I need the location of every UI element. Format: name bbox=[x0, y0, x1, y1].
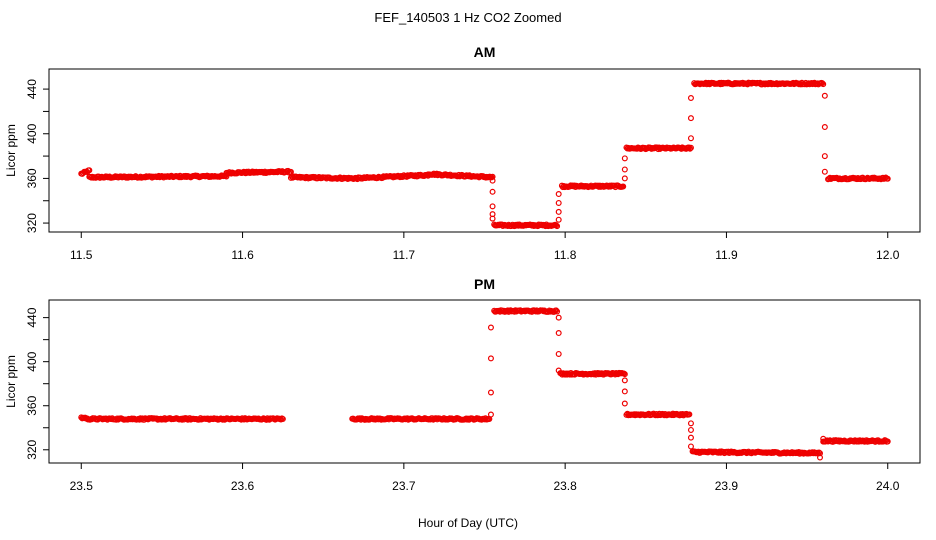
am-data-point bbox=[819, 80, 826, 87]
am-x-tick-label: 11.9 bbox=[715, 248, 738, 262]
pm-data-point bbox=[553, 307, 560, 314]
pm-data-points bbox=[78, 307, 891, 461]
pm-transition-point bbox=[555, 350, 562, 357]
pm-transition-point bbox=[621, 377, 628, 384]
am-y-tick-label: 440 bbox=[25, 79, 39, 99]
pm-transition-point bbox=[487, 411, 494, 418]
am-x-tick-label: 11.5 bbox=[70, 248, 93, 262]
pm-transition-point bbox=[555, 314, 562, 321]
am-panel-title: AM bbox=[474, 44, 496, 60]
am-x-tick-label: 11.7 bbox=[393, 248, 416, 262]
am-y-tick-label: 320 bbox=[25, 213, 39, 233]
pm-transition-point bbox=[621, 388, 628, 395]
pm-y-tick-label: 400 bbox=[25, 351, 39, 371]
am-data-point bbox=[554, 223, 561, 230]
pm-x-tick-label: 23.6 bbox=[231, 479, 255, 493]
pm-transition-point bbox=[621, 400, 628, 407]
pm-transition-point bbox=[487, 389, 494, 396]
am-data-point bbox=[553, 222, 560, 229]
am-data-point bbox=[884, 175, 891, 182]
am-y-axis-label: Licor ppm bbox=[4, 124, 18, 177]
pm-x-tick-label: 23.5 bbox=[70, 479, 94, 493]
am-data-point bbox=[489, 173, 496, 180]
pm-transition-point bbox=[687, 420, 694, 427]
pm-transition-point bbox=[487, 324, 494, 331]
am-transition-point bbox=[489, 203, 496, 210]
pm-x-tick-label: 23.9 bbox=[715, 479, 739, 493]
am-transition-point bbox=[489, 177, 496, 184]
am-transition-point bbox=[555, 208, 562, 215]
pm-x-tick-label: 23.7 bbox=[392, 479, 416, 493]
am-panel: AM 11.5 11.6 11.7 11.8 11.9 12.0 320 360 400 440… bbox=[4, 44, 921, 262]
pm-y-axis: 320 360 400 440 bbox=[25, 307, 49, 460]
pm-panel: PM 23.5 23.6 23.7 23.8 23.9 24.0 320 360 400 440… bbox=[4, 276, 921, 493]
am-data-point bbox=[86, 167, 93, 174]
am-transition-point bbox=[621, 166, 628, 173]
pm-plot-frame bbox=[48, 299, 921, 464]
pm-data-point bbox=[279, 416, 286, 423]
pm-x-tick-label: 23.8 bbox=[553, 479, 577, 493]
am-transition-point bbox=[621, 155, 628, 162]
am-transition-point bbox=[621, 175, 628, 182]
am-transition-point bbox=[555, 216, 562, 223]
am-data-point bbox=[620, 183, 627, 190]
x-axis-title: Hour of Day (UTC) bbox=[418, 516, 518, 530]
pm-data-point bbox=[686, 411, 693, 418]
am-transition-point bbox=[555, 199, 562, 206]
am-x-axis: 11.5 11.6 11.7 11.8 11.9 12.0 bbox=[70, 232, 900, 262]
am-transition-point bbox=[687, 135, 694, 142]
am-data-point bbox=[820, 81, 827, 88]
am-data-points bbox=[78, 79, 891, 230]
pm-data-point bbox=[884, 438, 891, 445]
am-y-tick-label: 360 bbox=[25, 168, 39, 188]
pm-y-tick-label: 360 bbox=[25, 395, 39, 415]
pm-data-point bbox=[621, 371, 628, 378]
am-transition-point bbox=[489, 215, 496, 222]
pm-transition-point bbox=[820, 435, 827, 442]
am-data-point bbox=[687, 144, 694, 151]
am-transition-point bbox=[821, 168, 828, 175]
am-transition-point bbox=[555, 191, 562, 198]
am-y-axis: 320 360 400 440 bbox=[25, 79, 49, 233]
pm-x-tick-label: 24.0 bbox=[876, 479, 900, 493]
pm-y-tick-label: 320 bbox=[25, 439, 39, 459]
am-transition-point bbox=[821, 153, 828, 160]
pm-data-point bbox=[554, 308, 561, 315]
pm-transition-point bbox=[816, 454, 823, 461]
pm-transition-point bbox=[487, 355, 494, 362]
figure-title: FEF_140503 1 Hz CO2 Zoomed bbox=[374, 10, 561, 25]
pm-transition-point bbox=[555, 367, 562, 374]
pm-transition-point bbox=[687, 443, 694, 450]
pm-panel-title: PM bbox=[474, 276, 495, 292]
pm-y-tick-label: 440 bbox=[25, 307, 39, 327]
pm-x-axis: 23.5 23.6 23.7 23.8 23.9 24.0 bbox=[70, 463, 900, 493]
am-transition-point bbox=[821, 124, 828, 131]
am-x-tick-label: 11.6 bbox=[231, 248, 254, 262]
am-plot-frame bbox=[48, 68, 921, 233]
pm-y-axis-label: Licor ppm bbox=[4, 355, 18, 408]
am-transition-point bbox=[687, 95, 694, 102]
am-x-tick-label: 12.0 bbox=[876, 248, 900, 262]
am-data-point bbox=[686, 145, 693, 152]
am-transition-point bbox=[489, 188, 496, 195]
am-transition-point bbox=[687, 115, 694, 122]
pm-transition-point bbox=[555, 330, 562, 337]
pm-transition-point bbox=[687, 434, 694, 441]
am-y-tick-label: 400 bbox=[25, 123, 39, 143]
pm-transition-point bbox=[687, 426, 694, 433]
am-transition-point bbox=[821, 92, 828, 99]
am-x-tick-label: 11.8 bbox=[554, 248, 577, 262]
